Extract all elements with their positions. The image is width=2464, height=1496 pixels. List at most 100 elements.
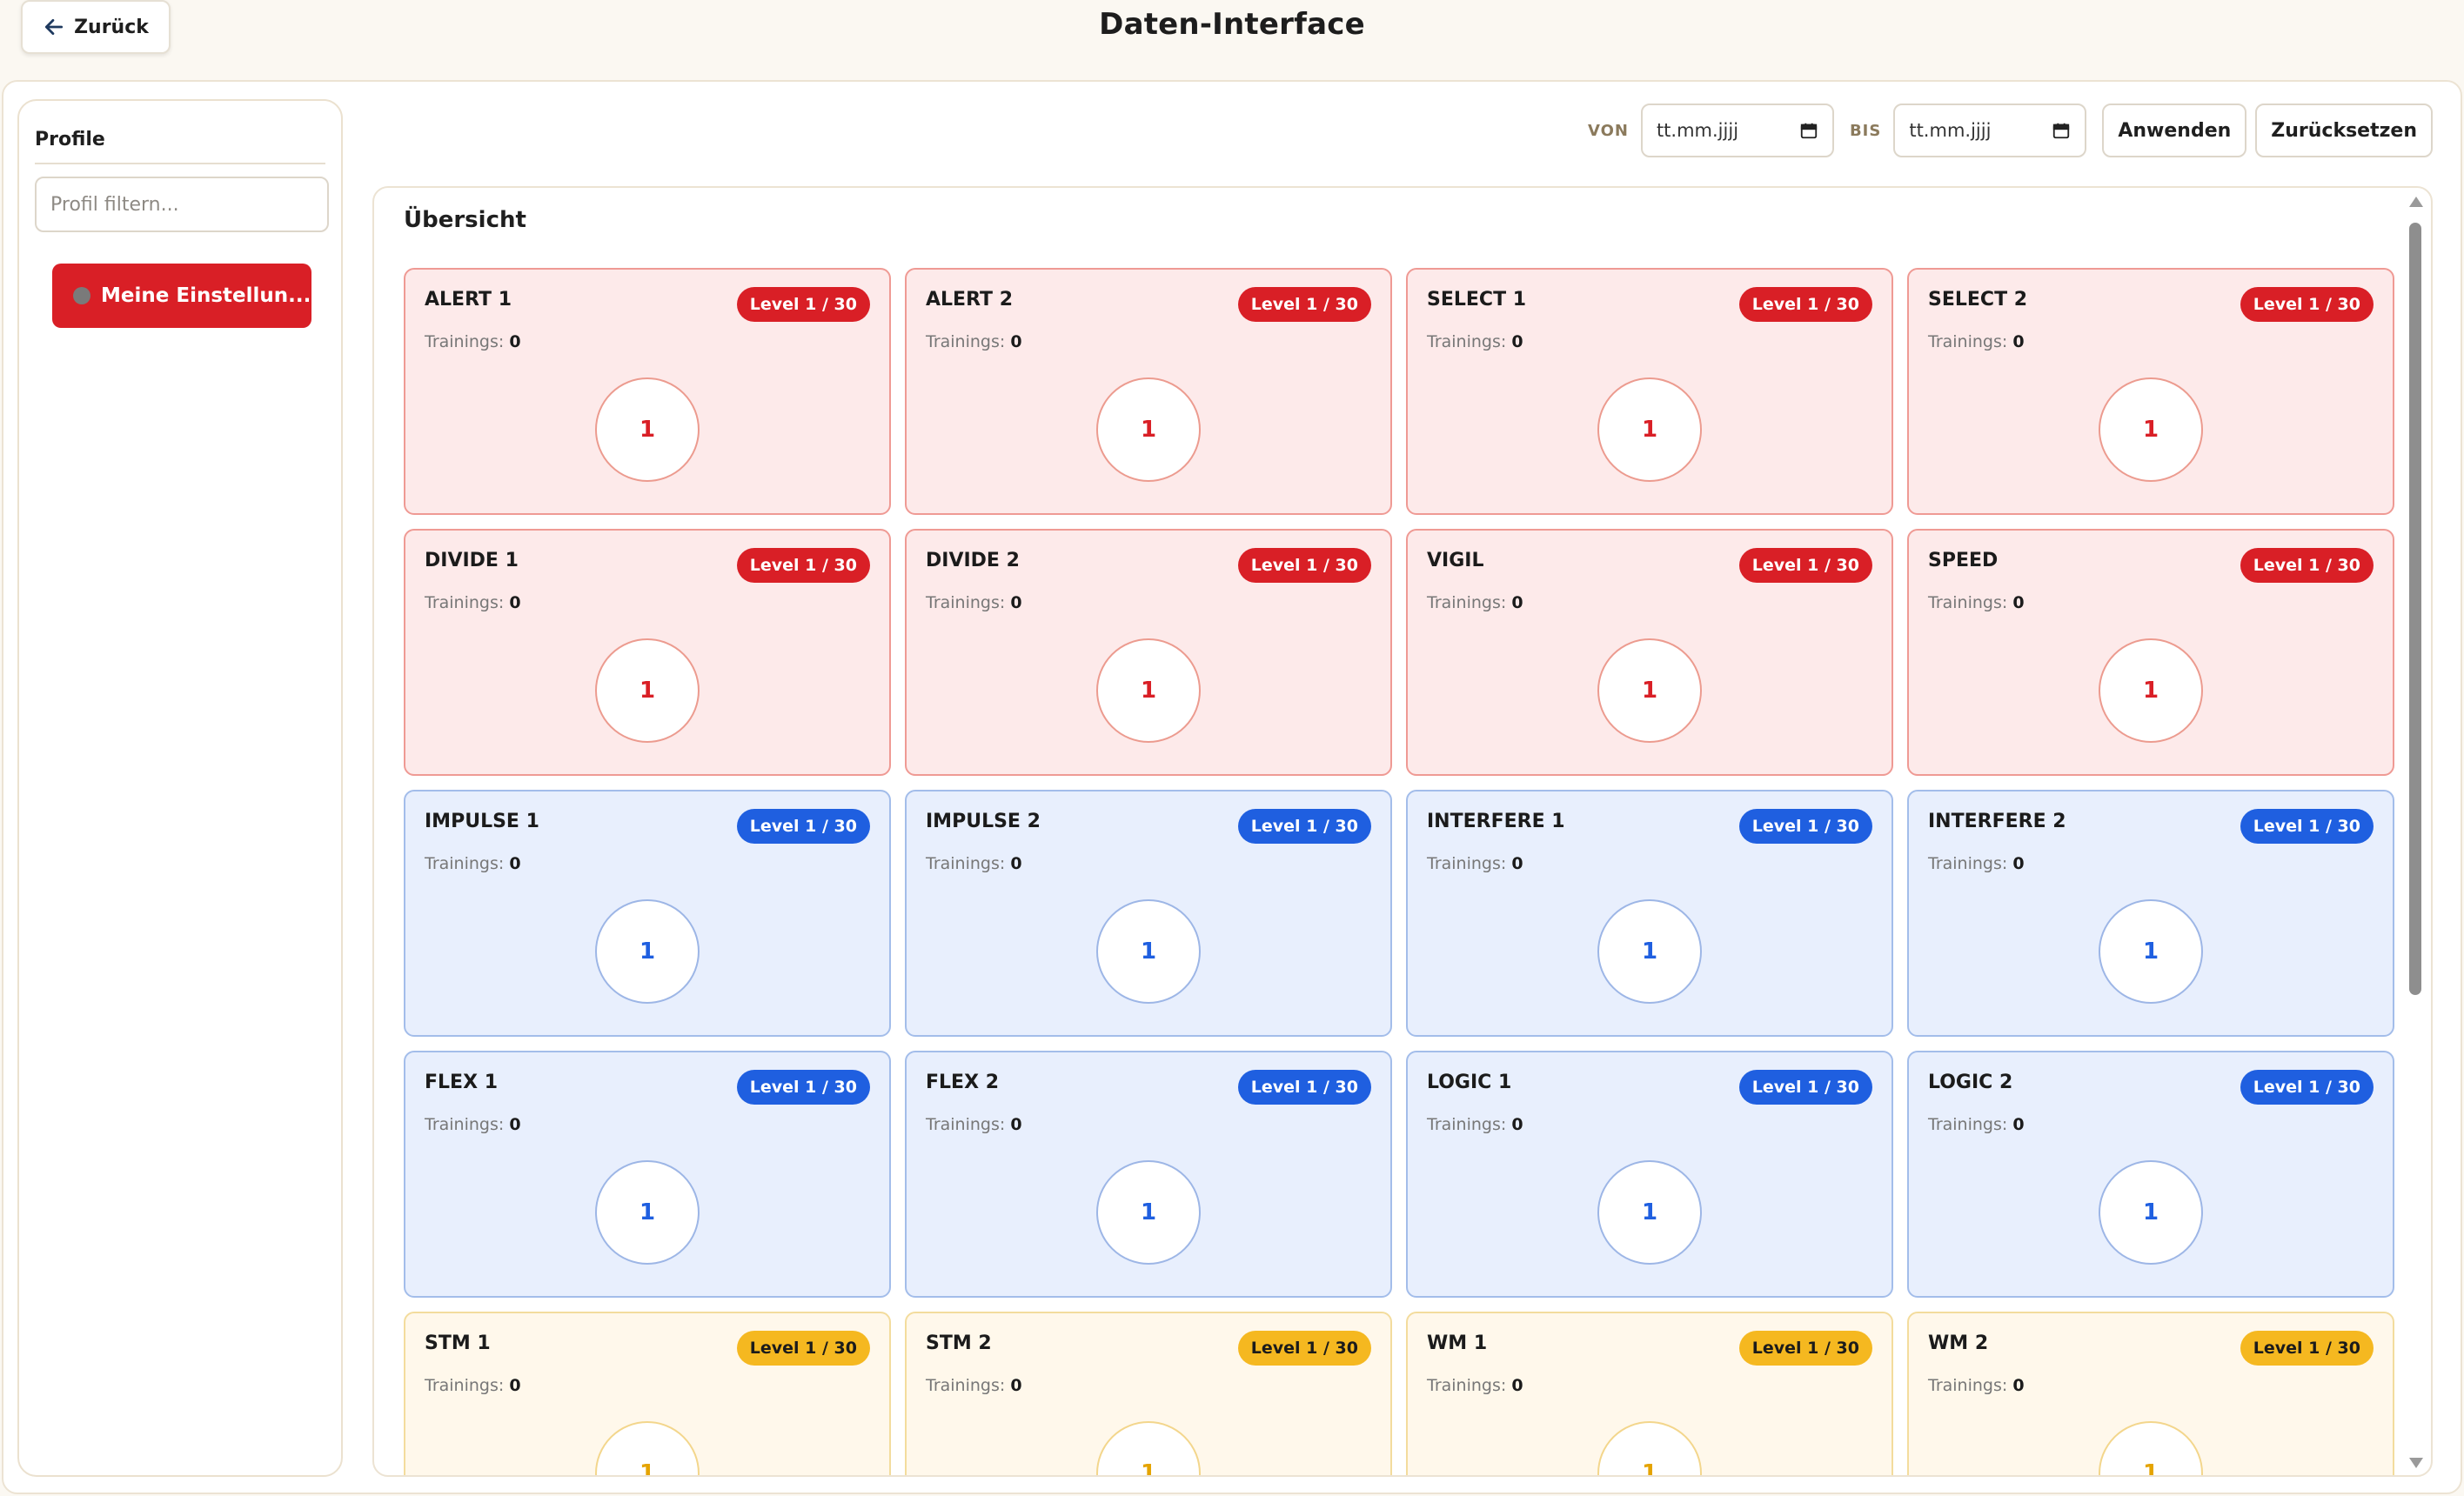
level-badge: Level 1 / 30 xyxy=(1738,548,1872,583)
module-card[interactable]: SELECT 1 Level 1 / 30 Trainings: 0 1 xyxy=(1406,268,1893,515)
module-name: IMPULSE 1 xyxy=(425,811,539,832)
module-card[interactable]: LOGIC 2 Level 1 / 30 Trainings: 0 1 xyxy=(1907,1051,2394,1298)
trainings-label: Trainings: xyxy=(926,593,1006,612)
trainings-label: Trainings: xyxy=(425,332,505,351)
trainings-value: 0 xyxy=(509,332,521,351)
module-card[interactable]: FLEX 1 Level 1 / 30 Trainings: 0 1 xyxy=(404,1051,891,1298)
module-card[interactable]: DIVIDE 1 Level 1 / 30 Trainings: 0 1 xyxy=(404,529,891,776)
module-name: STM 1 xyxy=(425,1332,491,1354)
module-name: INTERFERE 1 xyxy=(1427,811,1565,832)
trainings-label: Trainings: xyxy=(1427,332,1507,351)
level-badge: Level 1 / 30 xyxy=(2240,1331,2374,1366)
level-badge: Level 1 / 30 xyxy=(736,548,870,583)
module-name: ALERT 1 xyxy=(425,289,512,311)
module-name: SPEED xyxy=(1928,550,1999,571)
arrow-left-icon xyxy=(45,19,64,35)
back-button[interactable]: Zurück xyxy=(21,0,171,54)
level-badge: Level 1 / 30 xyxy=(2240,1070,2374,1105)
trainings-label: Trainings: xyxy=(926,332,1006,351)
profile-filter-input[interactable] xyxy=(35,177,329,232)
trainings-label: Trainings: xyxy=(425,593,505,612)
calendar-icon xyxy=(2053,123,2070,139)
trainings-count: Trainings: 0 xyxy=(425,1115,521,1134)
trainings-count: Trainings: 0 xyxy=(1928,1376,2025,1395)
trainings-label: Trainings: xyxy=(1427,854,1507,873)
back-button-label: Zurück xyxy=(74,16,149,38)
trainings-label: Trainings: xyxy=(425,1376,505,1395)
trainings-count: Trainings: 0 xyxy=(926,854,1022,873)
apply-button[interactable]: Anwenden xyxy=(2102,104,2247,157)
profile-button-meine-einstellungen[interactable]: Meine Einstellun... xyxy=(52,264,311,328)
module-card[interactable]: INTERFERE 1 Level 1 / 30 Trainings: 0 1 xyxy=(1406,790,1893,1037)
trainings-count: Trainings: 0 xyxy=(1928,593,2025,612)
level-circle: 1 xyxy=(595,638,700,743)
trainings-value: 0 xyxy=(2012,1376,2025,1395)
level-circle: 1 xyxy=(2099,638,2203,743)
module-name: SELECT 1 xyxy=(1427,289,1527,311)
scroll-down-icon[interactable] xyxy=(2409,1458,2423,1468)
level-badge: Level 1 / 30 xyxy=(2240,287,2374,322)
trainings-value: 0 xyxy=(2012,854,2025,873)
module-card[interactable]: FLEX 2 Level 1 / 30 Trainings: 0 1 xyxy=(905,1051,1392,1298)
trainings-label: Trainings: xyxy=(926,1376,1006,1395)
module-card[interactable]: VIGIL Level 1 / 30 Trainings: 0 1 xyxy=(1406,529,1893,776)
level-circle: 1 xyxy=(595,899,700,1004)
trainings-count: Trainings: 0 xyxy=(1427,1376,1523,1395)
module-card[interactable]: IMPULSE 2 Level 1 / 30 Trainings: 0 1 xyxy=(905,790,1392,1037)
date-filter-bar: VON tt.mm.jjjj BIS tt.mm.jjjj Anwenden Z… xyxy=(1588,103,2433,158)
scroll-up-icon[interactable] xyxy=(2409,197,2423,207)
level-circle: 1 xyxy=(595,1160,700,1265)
level-circle: 1 xyxy=(1597,899,1702,1004)
module-name: FLEX 2 xyxy=(926,1072,1000,1093)
level-circle: 1 xyxy=(1597,1421,1702,1475)
module-card[interactable]: STM 2 Level 1 / 30 Trainings: 0 1 xyxy=(905,1312,1392,1475)
trainings-count: Trainings: 0 xyxy=(1928,1115,2025,1134)
module-card[interactable]: IMPULSE 1 Level 1 / 30 Trainings: 0 1 xyxy=(404,790,891,1037)
trainings-value: 0 xyxy=(1511,593,1523,612)
trainings-value: 0 xyxy=(1010,332,1022,351)
sidebar-title: Profile xyxy=(35,129,325,164)
module-card[interactable]: LOGIC 1 Level 1 / 30 Trainings: 0 1 xyxy=(1406,1051,1893,1298)
level-circle: 1 xyxy=(595,1421,700,1475)
level-badge: Level 1 / 30 xyxy=(1237,548,1371,583)
from-label: VON xyxy=(1587,121,1629,140)
level-badge: Level 1 / 30 xyxy=(1237,287,1371,322)
trainings-count: Trainings: 0 xyxy=(1928,332,2025,351)
module-card[interactable]: STM 1 Level 1 / 30 Trainings: 0 1 xyxy=(404,1312,891,1475)
trainings-label: Trainings: xyxy=(1427,1376,1507,1395)
module-card[interactable]: DIVIDE 2 Level 1 / 30 Trainings: 0 1 xyxy=(905,529,1392,776)
trainings-value: 0 xyxy=(2012,332,2025,351)
trainings-value: 0 xyxy=(2012,593,2025,612)
module-card[interactable]: ALERT 2 Level 1 / 30 Trainings: 0 1 xyxy=(905,268,1392,515)
level-badge: Level 1 / 30 xyxy=(2240,809,2374,844)
trainings-value: 0 xyxy=(1010,593,1022,612)
trainings-label: Trainings: xyxy=(1427,1115,1507,1134)
module-card[interactable]: ALERT 1 Level 1 / 30 Trainings: 0 1 xyxy=(404,268,891,515)
module-card[interactable]: INTERFERE 2 Level 1 / 30 Trainings: 0 1 xyxy=(1907,790,2394,1037)
module-card[interactable]: WM 1 Level 1 / 30 Trainings: 0 1 xyxy=(1406,1312,1893,1475)
level-circle: 1 xyxy=(595,377,700,482)
overview-scrollbar[interactable] xyxy=(2407,195,2424,1470)
overview-title: Übersicht xyxy=(404,207,526,233)
trainings-count: Trainings: 0 xyxy=(425,1376,521,1395)
level-circle: 1 xyxy=(1096,1421,1201,1475)
from-date-input[interactable]: tt.mm.jjjj xyxy=(1640,104,1834,157)
level-badge: Level 1 / 30 xyxy=(736,1331,870,1366)
trainings-count: Trainings: 0 xyxy=(1427,332,1523,351)
level-circle: 1 xyxy=(1597,1160,1702,1265)
trainings-label: Trainings: xyxy=(425,854,505,873)
scrollbar-thumb[interactable] xyxy=(2409,223,2421,995)
trainings-count: Trainings: 0 xyxy=(926,1115,1022,1134)
to-date-input[interactable]: tt.mm.jjjj xyxy=(1893,104,2087,157)
module-card[interactable]: SPEED Level 1 / 30 Trainings: 0 1 xyxy=(1907,529,2394,776)
module-name: DIVIDE 2 xyxy=(926,550,1020,571)
trainings-count: Trainings: 0 xyxy=(1427,593,1523,612)
module-card[interactable]: WM 2 Level 1 / 30 Trainings: 0 1 xyxy=(1907,1312,2394,1475)
module-name: IMPULSE 2 xyxy=(926,811,1041,832)
module-card[interactable]: SELECT 2 Level 1 / 30 Trainings: 0 1 xyxy=(1907,268,2394,515)
level-badge: Level 1 / 30 xyxy=(2240,548,2374,583)
reset-button[interactable]: Zurücksetzen xyxy=(2255,104,2433,157)
level-badge: Level 1 / 30 xyxy=(1738,1070,1872,1105)
trainings-count: Trainings: 0 xyxy=(425,332,521,351)
level-badge: Level 1 / 30 xyxy=(1738,809,1872,844)
